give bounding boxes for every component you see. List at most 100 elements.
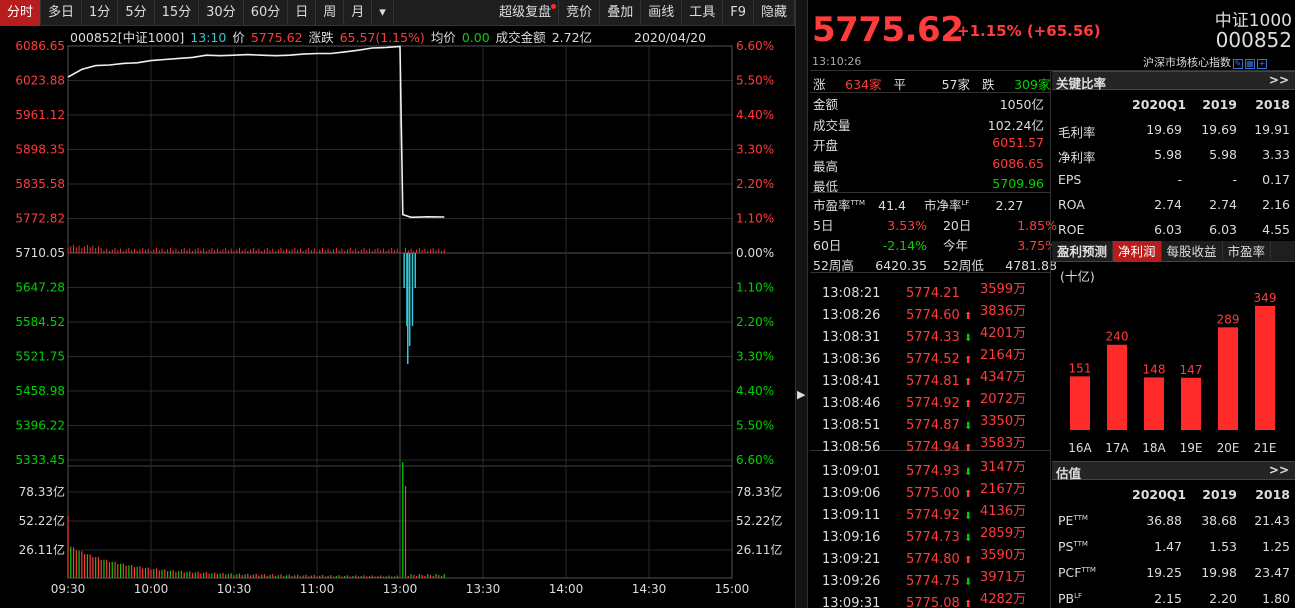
tick-time: 13:08:41 <box>822 374 881 389</box>
grid-icon[interactable]: ▦ <box>1245 59 1255 69</box>
toolbar-button-0[interactable]: 超级复盘 <box>492 0 560 26</box>
tick-row[interactable]: 13:09:31 5775.08 ⬆ 4282万 <box>822 588 1025 608</box>
tick-volume: 4201万 <box>980 326 1025 341</box>
toolbar-button-5[interactable]: F9 <box>723 0 754 26</box>
tick-price: 5774.75 <box>906 574 960 589</box>
key-ratio-col-header: 2019 <box>1202 97 1237 112</box>
tick-row[interactable]: 13:09:26 5774.75 ⬇ 3971万 <box>822 566 1025 589</box>
tick-row[interactable]: 13:09:01 5774.93 ⬇ 3147万 <box>822 456 1025 479</box>
tick-price: 5774.33 <box>906 330 960 345</box>
period-tab-4[interactable]: 15分 <box>155 0 200 26</box>
forecast-category: 19E <box>1180 441 1203 455</box>
forecast-tab-3[interactable]: 市盈率 <box>1223 241 1272 262</box>
period-tab-2[interactable]: 1分 <box>82 0 119 26</box>
key-ratio-value: 3.33 <box>1262 147 1290 162</box>
period-tab-5[interactable]: 30分 <box>199 0 244 26</box>
key-ratio-label: EPS <box>1058 172 1082 187</box>
forecast-tab-1[interactable]: 净利润 <box>1113 241 1162 262</box>
tick-volume: 2859万 <box>980 526 1025 541</box>
estimate-label-text: PB <box>1058 591 1075 606</box>
tick-row[interactable]: 13:08:46 5774.92 ⬆ 2072万 <box>822 388 1025 411</box>
key-ratio-value: 2.74 <box>1154 197 1182 212</box>
estimate-value: 1.53 <box>1209 539 1237 554</box>
period-tab-1[interactable]: 多日 <box>41 0 83 26</box>
y-tick-left: 5521.75 <box>15 350 65 364</box>
up-count: 634家 <box>845 77 882 92</box>
tick-time: 13:09:16 <box>822 530 881 545</box>
arrow-up-icon: ⬆ <box>964 599 973 608</box>
estimate-value: 1.80 <box>1262 591 1290 606</box>
info-turnover: 2.72亿 <box>551 30 593 45</box>
stat-label: 金额 <box>813 97 839 112</box>
volume-tick-left: 26.11亿 <box>19 542 65 557</box>
tick-row[interactable]: 13:08:26 5774.60 ⬆ 3836万 <box>822 300 1025 323</box>
tick-time: 13:09:01 <box>822 464 881 479</box>
collapse-arrow-icon[interactable]: ▶ <box>797 388 806 401</box>
tick-volume: 4282万 <box>980 592 1025 607</box>
tick-price: 5774.21 <box>906 286 960 301</box>
estimate-label-sup: TTM <box>1073 513 1088 522</box>
forecast-tab-2[interactable]: 每股收益 <box>1162 241 1223 262</box>
period-tab-0[interactable]: 分时 <box>0 0 42 26</box>
tick-row[interactable]: 13:08:31 5774.33 ⬇ 4201万 <box>822 322 1025 345</box>
tick-row[interactable]: 13:08:41 5774.81 ⬆ 4347万 <box>822 366 1025 389</box>
period-tab-10[interactable]: ▾ <box>372 0 394 26</box>
hi52-value: 6420.35 <box>875 258 927 273</box>
period-tab-6[interactable]: 60分 <box>244 0 289 26</box>
y-tick-right: 6.60% <box>736 39 774 53</box>
estimate-value: 1.47 <box>1154 539 1182 554</box>
estimate-label: PETTM <box>1058 513 1088 528</box>
estimate-label-text: PE <box>1058 513 1074 528</box>
tick-price: 5774.92 <box>906 396 960 411</box>
pb-value: 2.27 <box>995 198 1024 213</box>
tick-row[interactable]: 13:08:56 5774.94 ⬆ 3583万 <box>822 432 1025 455</box>
key-ratio-value: 6.03 <box>1209 222 1237 237</box>
tick-row[interactable]: 13:08:51 5774.87 ⬇ 3350万 <box>822 410 1025 433</box>
pe-value: 41.4 <box>878 198 906 213</box>
key-ratio-value: 19.69 <box>1146 122 1182 137</box>
tick-price: 5774.80 <box>906 552 960 567</box>
panel-divider[interactable] <box>795 0 808 608</box>
toolbar-button-1[interactable]: 竞价 <box>559 0 601 26</box>
period-tab-9[interactable]: 月 <box>344 0 373 26</box>
info-date: 2020/04/20 <box>634 30 707 45</box>
estimates-more-button[interactable]: >> <box>1268 463 1289 477</box>
forecast-bar-label: 349 <box>1254 291 1277 305</box>
edit-icon[interactable]: ✎ <box>1233 59 1243 69</box>
tick-row[interactable]: 13:09:16 5774.73 ⬇ 2859万 <box>822 522 1025 545</box>
tick-price: 5774.60 <box>906 308 960 323</box>
notify-dot-icon <box>551 3 557 9</box>
tick-row[interactable]: 13:08:21 5774.21 3599万 <box>822 278 1025 301</box>
forecast-bar <box>1144 377 1164 430</box>
tick-volume: 3836万 <box>980 304 1025 319</box>
x-tick: 15:00 <box>715 582 750 596</box>
tick-price: 5774.73 <box>906 530 960 545</box>
toolbar-button-4[interactable]: 工具 <box>682 0 724 26</box>
period-tab-3[interactable]: 5分 <box>118 0 155 26</box>
period-tab-7[interactable]: 日 <box>288 0 317 26</box>
tick-row[interactable]: 13:09:11 5774.92 ⬇ 4136万 <box>822 500 1025 523</box>
forecast-bar-label: 289 <box>1217 312 1240 326</box>
tick-volume: 3971万 <box>980 570 1025 585</box>
info-time: 13:10 <box>190 30 227 45</box>
volume-tick-right: 52.22亿 <box>736 513 782 528</box>
hi52-label: 52周高 <box>813 258 854 273</box>
y-tick-left: 5898.35 <box>15 143 65 157</box>
tick-volume: 2164万 <box>980 348 1025 363</box>
period-tab-8[interactable]: 周 <box>316 0 345 26</box>
toolbar-button-3[interactable]: 画线 <box>641 0 683 26</box>
key-ratios-more-button[interactable]: >> <box>1268 73 1289 87</box>
toolbar-button-2[interactable]: 叠加 <box>600 0 642 26</box>
toolbar-button-6[interactable]: 隐藏 <box>754 0 795 26</box>
intraday-chart[interactable]: 6086.65 6.60% 6023.88 5.50% 5961.12 4.40% 5898… <box>0 26 795 608</box>
tick-row[interactable]: 13:09:21 5774.80 ⬆ 3590万 <box>822 544 1025 567</box>
x-tick: 10:00 <box>134 582 169 596</box>
tick-row[interactable]: 13:09:06 5775.00 ⬆ 2167万 <box>822 478 1025 501</box>
separator <box>810 92 1050 93</box>
arrow-up-icon: ⬆ <box>964 311 973 322</box>
tick-row[interactable]: 13:08:36 5774.52 ⬆ 2164万 <box>822 344 1025 367</box>
y-tick-left: 5772.82 <box>15 212 65 226</box>
add-icon[interactable]: + <box>1257 59 1267 69</box>
y-tick-right: 4.40% <box>736 384 774 398</box>
tick-price: 5774.81 <box>906 374 960 389</box>
